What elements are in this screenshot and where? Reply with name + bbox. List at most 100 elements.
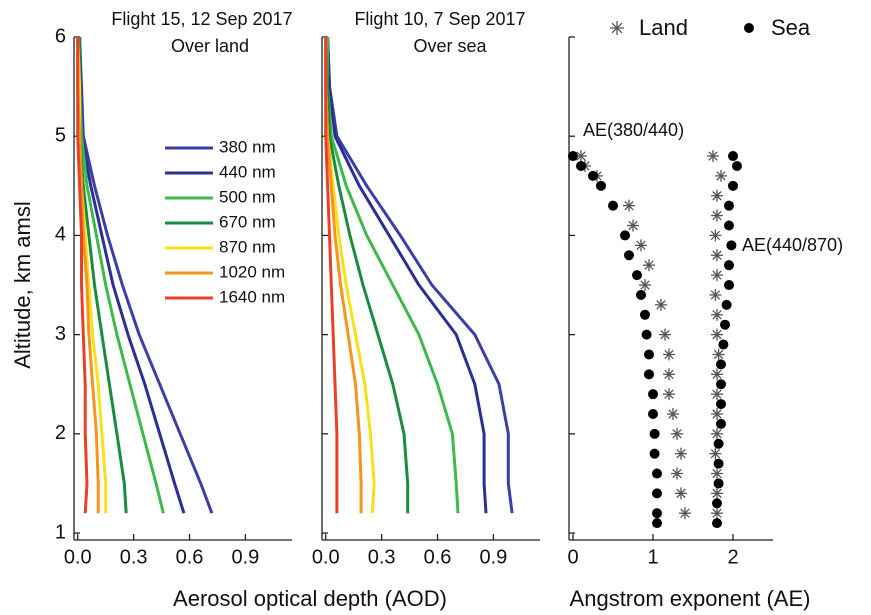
asterisk-stroke <box>672 429 682 439</box>
profile-line <box>76 37 89 514</box>
legend-label: 1640 nm <box>219 287 285 306</box>
legend-label: 670 nm <box>219 212 276 231</box>
point <box>726 240 737 251</box>
point <box>711 427 723 440</box>
point <box>709 288 722 301</box>
point <box>596 180 606 191</box>
legend-label: 870 nm <box>219 237 276 256</box>
y-tick-label: 4 <box>55 224 66 246</box>
point <box>644 369 654 380</box>
asterisk-stroke <box>664 369 674 380</box>
point <box>624 250 634 261</box>
x-axis-label: Angstrom exponent (AE) <box>570 586 811 611</box>
point <box>675 487 687 500</box>
profile-line <box>324 37 339 514</box>
point <box>655 298 667 311</box>
point <box>675 447 687 460</box>
point <box>713 458 724 469</box>
point <box>728 151 738 162</box>
point <box>716 359 726 370</box>
asterisk-stroke <box>712 409 722 419</box>
point <box>712 518 722 529</box>
point <box>709 447 722 460</box>
point <box>648 389 658 400</box>
point <box>663 348 675 361</box>
legend-label: Land <box>639 15 688 40</box>
asterisk-stroke <box>712 508 722 518</box>
legend-label: 440 nm <box>219 162 276 181</box>
point <box>663 368 675 381</box>
point <box>711 269 723 282</box>
point <box>720 319 730 330</box>
point <box>671 467 683 480</box>
asterisk-stroke <box>640 280 650 290</box>
point <box>627 219 639 232</box>
point <box>711 308 723 321</box>
point <box>711 249 723 262</box>
x-tick-label: 0.0 <box>64 546 92 568</box>
asterisk-stroke <box>712 191 722 201</box>
point <box>711 388 723 401</box>
point <box>648 409 658 420</box>
point <box>644 349 654 360</box>
x-tick-label: 2 <box>727 546 738 568</box>
panel-subtitle: Over sea <box>413 36 487 56</box>
point <box>721 299 732 310</box>
x-tick-label: 0.3 <box>368 546 396 568</box>
point <box>610 21 624 35</box>
point <box>732 160 742 171</box>
annotation: AE(380/440) <box>583 120 684 140</box>
asterisk-stroke <box>716 171 726 181</box>
asterisk-stroke <box>611 22 623 34</box>
point <box>643 259 655 272</box>
point <box>671 427 683 440</box>
legend-label: 1020 nm <box>219 262 285 281</box>
asterisk-stroke <box>628 220 638 231</box>
panel-title: Flight 10, 7 Sep 2017 <box>354 9 525 29</box>
point <box>649 428 660 439</box>
point <box>711 408 723 421</box>
asterisk-stroke <box>624 200 634 211</box>
point <box>659 328 671 341</box>
asterisk-stroke <box>712 310 722 320</box>
point <box>707 150 719 163</box>
point <box>711 209 723 222</box>
point <box>724 280 734 291</box>
point <box>744 23 754 33</box>
point <box>715 169 727 182</box>
asterisk-stroke <box>676 488 686 499</box>
point <box>711 368 723 381</box>
legend-label: Sea <box>771 15 811 40</box>
point <box>712 348 725 361</box>
legend-label: 380 nm <box>219 137 276 156</box>
asterisk-stroke <box>708 151 718 161</box>
point <box>640 309 650 320</box>
asterisk-stroke <box>636 240 646 251</box>
point <box>709 229 722 242</box>
asterisk-stroke <box>710 230 721 241</box>
asterisk-stroke <box>656 300 666 310</box>
point <box>718 339 729 350</box>
x-tick-label: 0.0 <box>312 546 340 568</box>
y-tick-label: 6 <box>55 25 66 47</box>
point <box>716 379 726 390</box>
profile-line <box>326 36 488 514</box>
asterisk-stroke <box>710 448 721 459</box>
legend-label: 500 nm <box>219 187 276 206</box>
asterisk-stroke <box>576 151 586 161</box>
point <box>711 328 723 341</box>
point <box>713 478 724 489</box>
x-tick-label: 0 <box>567 546 578 568</box>
point <box>652 488 662 499</box>
asterisk-stroke <box>712 429 722 439</box>
y-tick-label: 3 <box>55 323 66 345</box>
point <box>620 230 630 241</box>
asterisk-stroke <box>660 329 670 340</box>
point <box>652 468 662 479</box>
point <box>716 399 726 410</box>
asterisk-stroke <box>644 260 654 270</box>
profile-line <box>324 36 410 514</box>
asterisk-stroke <box>710 290 721 300</box>
asterisk-stroke <box>713 349 724 360</box>
